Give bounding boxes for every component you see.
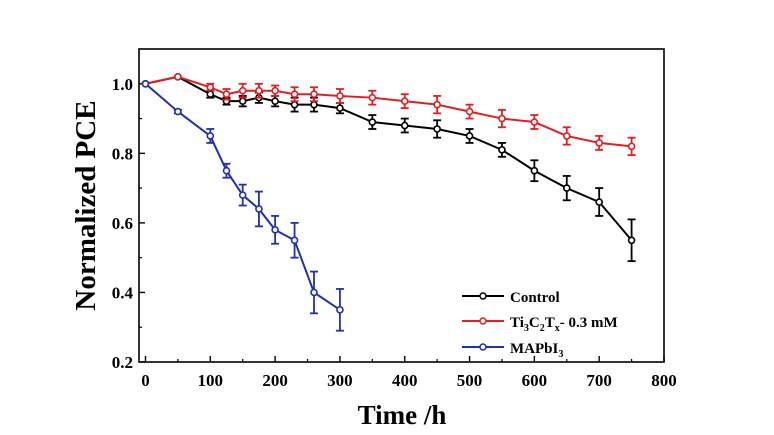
- data-point: [255, 86, 263, 95]
- series-line: [145, 75, 632, 148]
- data-point: [255, 205, 263, 213]
- legend-marker-mapbi3: [479, 343, 487, 351]
- data-point: [238, 86, 247, 95]
- legend-label-ti3c2tx: Ti3C2Tx- 0.3 mM: [510, 315, 618, 334]
- data-point: [368, 93, 377, 102]
- data-point: [310, 100, 318, 109]
- data-point: [206, 132, 215, 140]
- legend-ti-sub3: x: [555, 323, 560, 334]
- data-point: [271, 97, 279, 105]
- data-point: [562, 132, 571, 140]
- x-tick-label: 700: [586, 371, 612, 390]
- y-tick-label: 1.0: [112, 75, 133, 94]
- x-tick-label: 400: [392, 371, 418, 390]
- x-tick-label: 0: [141, 371, 150, 390]
- legend-marker-control: [479, 292, 487, 300]
- legend-label-mapbi3: MAPbI3: [510, 341, 563, 360]
- data-point: [530, 166, 539, 175]
- legend-ti-t: T: [545, 315, 555, 331]
- data-point: [336, 104, 344, 112]
- data-point: [336, 306, 344, 314]
- legend-ti-sub2: 2: [540, 323, 545, 334]
- data-point: [627, 236, 636, 245]
- data-point: [465, 107, 474, 116]
- legend-ti-post: - 0.3 mM: [560, 315, 618, 331]
- axis-ticks: 0 100 200 300 400 500 600 700 800 0.2 0.4 0.6 0.8 1.0: [112, 75, 677, 390]
- data-point: [530, 118, 539, 126]
- data-point: [595, 198, 603, 206]
- data-point: [174, 107, 182, 116]
- legend-marker-ti3c2tx: [479, 317, 487, 325]
- legend-item-ti3c2tx: Ti3C2Tx- 0.3 mM: [462, 315, 618, 334]
- data-point: [174, 73, 182, 81]
- data-point: [400, 121, 409, 130]
- legend-ma-pre: MAPbI: [510, 341, 558, 357]
- y-axis-label: Normalized PCE: [70, 100, 102, 310]
- x-tick-label: 200: [262, 371, 288, 390]
- data-point: [222, 166, 231, 175]
- plot-frame: [138, 48, 665, 363]
- data-point: [498, 114, 506, 123]
- data-point: [238, 97, 247, 105]
- data-point: [595, 139, 603, 147]
- series-1: [141, 73, 636, 156]
- data-point: [433, 100, 441, 109]
- data-point: [368, 118, 377, 126]
- data-point: [141, 79, 150, 88]
- data-point: [433, 125, 441, 133]
- data-point: [498, 146, 506, 154]
- x-axis-label: Time /h: [358, 400, 447, 430]
- data-point: [310, 90, 318, 99]
- data-point: [627, 142, 636, 151]
- x-tick-label: 300: [327, 371, 353, 390]
- x-tick-label: 800: [651, 371, 677, 390]
- data-point: [400, 97, 409, 105]
- x-tick-label: 100: [198, 371, 224, 390]
- data-point: [290, 100, 299, 109]
- data-point: [290, 236, 299, 245]
- y-tick-label: 0.8: [112, 144, 133, 163]
- series-line: [144, 83, 341, 311]
- data-point: [222, 90, 231, 99]
- legend-ti-pre: Ti: [510, 315, 524, 331]
- data-point: [336, 92, 344, 100]
- y-tick-label: 0.2: [112, 353, 133, 372]
- legend-ti-sub1: 3: [524, 323, 529, 334]
- data-point: [310, 288, 318, 297]
- series-2: [141, 79, 344, 332]
- series-layer: [141, 73, 636, 332]
- legend-ma-sub: 3: [558, 349, 563, 360]
- legend-ti-c: C: [529, 315, 540, 331]
- series-line: [145, 75, 633, 241]
- legend: Control Ti3C2Tx- 0.3 mM MAPbI3: [462, 290, 618, 360]
- data-point: [206, 83, 215, 92]
- legend-item-mapbi3: MAPbI3: [462, 341, 563, 360]
- data-point: [271, 86, 279, 95]
- y-tick-label: 0.4: [112, 283, 134, 302]
- data-point: [238, 191, 247, 199]
- series-0: [141, 73, 636, 263]
- x-tick-label: 600: [522, 371, 548, 390]
- data-point: [271, 226, 279, 234]
- y-tick-label: 0.6: [112, 214, 133, 233]
- data-point: [290, 90, 299, 99]
- data-point: [465, 132, 474, 140]
- data-point: [206, 90, 215, 99]
- legend-item-control: Control: [462, 290, 560, 306]
- legend-label-control: Control: [510, 290, 560, 306]
- data-point: [562, 184, 571, 192]
- x-tick-label: 500: [457, 371, 483, 390]
